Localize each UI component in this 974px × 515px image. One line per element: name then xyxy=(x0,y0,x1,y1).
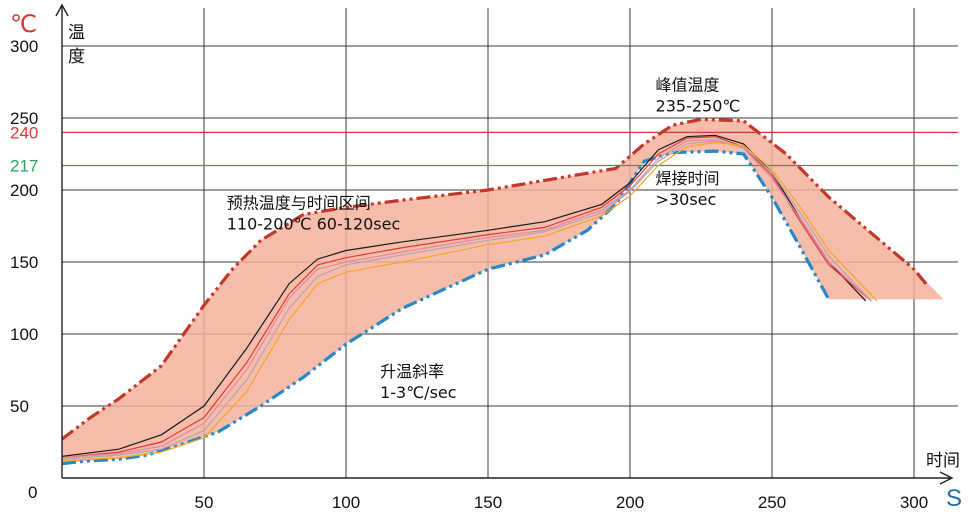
annotation-2-line-0: 焊接时间 xyxy=(656,169,720,188)
x-tick-label-300: 300 xyxy=(900,493,928,512)
series-line-3 xyxy=(61,136,872,459)
x-tick-label-250: 250 xyxy=(758,493,786,512)
origin-label: 0 xyxy=(28,483,37,502)
series-line-4 xyxy=(61,138,872,459)
x-unit-label: S xyxy=(946,485,962,512)
y-tick-label-250: 250 xyxy=(10,109,38,128)
y-tick-label-100: 100 xyxy=(10,325,38,344)
window-band-area xyxy=(62,119,943,464)
annotation-3-line-1: 1-3℃/sec xyxy=(380,383,456,402)
reflow-window-band xyxy=(62,119,943,464)
annotation-0-line-0: 预热温度与时间区间 xyxy=(227,194,371,213)
annotation-0-line-1: 110-200℃ 60-120sec xyxy=(227,215,401,234)
annotation-2: 焊接时间 >30sec xyxy=(656,169,720,209)
annotation-0: 预热温度与时间区间 110-200℃ 60-120sec xyxy=(227,194,401,234)
series-line-5 xyxy=(61,140,872,460)
annotation-1-line-0: 峰值温度 xyxy=(656,76,720,95)
axis-labels: ℃ 温 度 0 时间 S xyxy=(10,10,962,512)
x-axis-title: 时间 xyxy=(926,451,960,471)
tick-labels: 50 100 150 200 250 300 50 100 150 200 250 300 xyxy=(10,37,928,512)
x-tick-label-100: 100 xyxy=(332,493,360,512)
y-unit-label: ℃ xyxy=(10,10,37,38)
y-axis-title-char-2: 度 xyxy=(68,47,85,67)
x-tick-label-50: 50 xyxy=(195,493,214,512)
series-line-6 xyxy=(61,141,878,462)
y-axis-title-char-1: 温 xyxy=(68,23,85,43)
annotation-3-line-0: 升温斜率 xyxy=(380,362,444,381)
axes xyxy=(55,3,954,485)
y-tick-label-150: 150 xyxy=(10,253,38,272)
reference-lines: 240 217 xyxy=(10,123,958,176)
annotation-3: 升温斜率 1-3℃/sec xyxy=(380,362,456,402)
series-line-0 xyxy=(61,117,930,441)
x-tick-label-200: 200 xyxy=(616,493,644,512)
x-axis-arrow xyxy=(939,471,954,485)
y-tick-label-200: 200 xyxy=(10,181,38,200)
x-tick-label-150: 150 xyxy=(474,493,502,512)
series-line-2 xyxy=(61,134,867,457)
annotation-1-line-1: 235-250℃ xyxy=(656,97,741,116)
y-tick-label-300: 300 xyxy=(10,37,38,56)
y-tick-label-50: 50 xyxy=(10,397,29,416)
reference-label-240: 240 xyxy=(10,123,38,142)
y-axis-arrow xyxy=(55,3,69,17)
annotation-2-line-1: >30sec xyxy=(656,190,717,209)
annotations: 预热温度与时间区间 110-200℃ 60-120sec 峰值温度 235-250℃ 焊… xyxy=(227,76,741,403)
reference-label-217: 217 xyxy=(10,157,38,176)
annotation-1: 峰值温度 235-250℃ xyxy=(656,76,741,116)
series-lines xyxy=(61,117,930,466)
